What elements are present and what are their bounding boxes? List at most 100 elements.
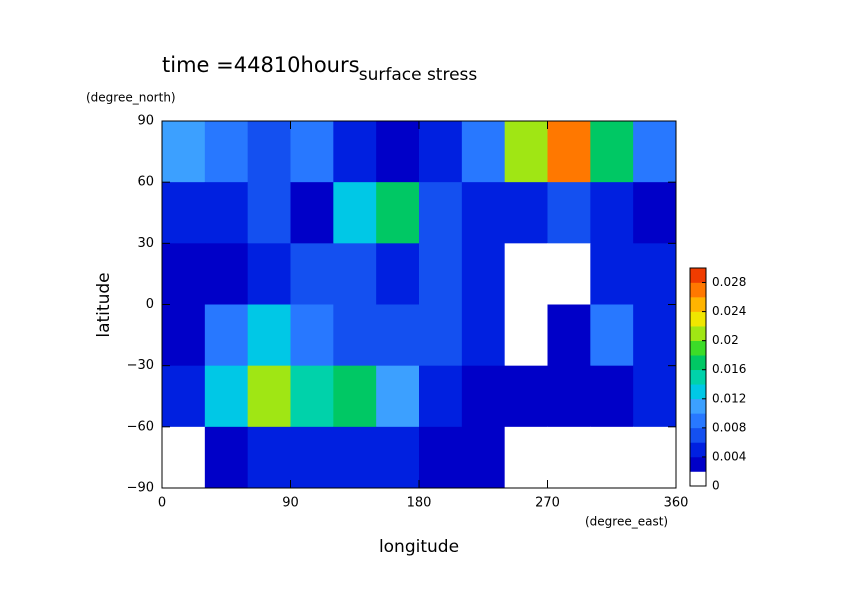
cell (376, 182, 420, 244)
colorbar-band (690, 427, 706, 443)
cell (633, 182, 677, 244)
colorbar-band (690, 413, 706, 429)
cell (419, 121, 463, 183)
y-tick-label: 30 (137, 236, 154, 251)
cell (333, 304, 377, 367)
cell (419, 426, 463, 489)
cell (633, 121, 677, 183)
cell (333, 182, 377, 244)
cell (376, 304, 420, 367)
cell (162, 121, 206, 183)
y-tick-label: −30 (127, 358, 154, 373)
y-unit: (degree_north) (86, 91, 176, 105)
colorbar-frame (689, 267, 707, 487)
cell (204, 304, 249, 367)
colorbar-band (690, 442, 706, 458)
x-tick-label: 180 (407, 496, 432, 511)
cell (376, 121, 420, 183)
cell (633, 426, 677, 489)
cell (461, 182, 506, 244)
x-tick-label: 90 (282, 496, 299, 511)
cell (590, 304, 634, 367)
colorbar-band (690, 471, 706, 487)
cell (419, 243, 463, 305)
colorbar-band (690, 355, 706, 371)
cell (590, 243, 634, 305)
cell (547, 182, 591, 244)
cell (504, 426, 548, 489)
cell (290, 243, 334, 305)
cell (547, 426, 591, 489)
colorbar-tick-label: 0.02 (712, 333, 739, 347)
cell (162, 365, 206, 428)
cell (504, 182, 548, 244)
cell (504, 121, 548, 183)
colorbar-tick-label: 0.024 (712, 304, 746, 318)
cell (461, 365, 506, 428)
cell (204, 426, 249, 489)
cell (333, 243, 377, 305)
x-tick-label: 360 (664, 496, 689, 511)
y-tick-label: −90 (127, 481, 154, 496)
cell (376, 426, 420, 489)
colorbar-tick-label: 0.004 (712, 449, 746, 463)
cell (376, 365, 420, 428)
cell (504, 243, 548, 305)
x-tick-label: 0 (158, 496, 166, 511)
cell (204, 182, 249, 244)
colorbar-band (690, 369, 706, 385)
colorbar-band (690, 398, 706, 414)
x-tick-label: 270 (535, 496, 560, 511)
cell (247, 182, 291, 244)
cell (204, 365, 249, 428)
colorbar-tick-label: 0.008 (712, 420, 746, 434)
cell (633, 243, 677, 305)
cell (290, 182, 334, 244)
cell (247, 426, 291, 489)
cell (333, 426, 377, 489)
chart-subtitle: surface stress (359, 65, 478, 85)
cell (290, 365, 334, 428)
cell (204, 243, 249, 305)
cell (247, 243, 291, 305)
colorbar-tick-label: 0.016 (712, 362, 746, 376)
cell (290, 121, 334, 183)
y-tick-label: −60 (127, 419, 154, 434)
x-unit: (degree_east) (585, 515, 668, 529)
cell (204, 121, 249, 183)
cell (504, 365, 548, 428)
cell (247, 304, 291, 367)
colorbar-tick-label: 0.012 (712, 391, 746, 405)
cell (162, 182, 206, 244)
cell (590, 426, 634, 489)
cell (461, 426, 506, 489)
cell (504, 304, 548, 367)
y-tick-label: 90 (137, 114, 154, 129)
colorbar-band (690, 311, 706, 327)
cell (547, 243, 591, 305)
cell (419, 365, 463, 428)
cell (547, 365, 591, 428)
cell (461, 121, 506, 183)
cell (290, 304, 334, 367)
cell (333, 365, 377, 428)
cell (162, 426, 206, 489)
cell (590, 182, 634, 244)
colorbar-band (690, 340, 706, 356)
cells (162, 121, 677, 489)
cell (162, 304, 206, 367)
colorbar-tick-label: 0 (712, 479, 720, 493)
cell (633, 304, 677, 367)
chart-title: time =44810hours (162, 53, 360, 77)
cell (290, 426, 334, 489)
cell (461, 243, 506, 305)
cell (376, 243, 420, 305)
y-tick-label: 0 (146, 297, 154, 312)
y-axis-label: latitude (94, 272, 114, 337)
cell (247, 365, 291, 428)
cell (419, 304, 463, 367)
cell (547, 304, 591, 367)
cell (461, 304, 506, 367)
cell (633, 365, 677, 428)
colorbar-band (690, 326, 706, 341)
